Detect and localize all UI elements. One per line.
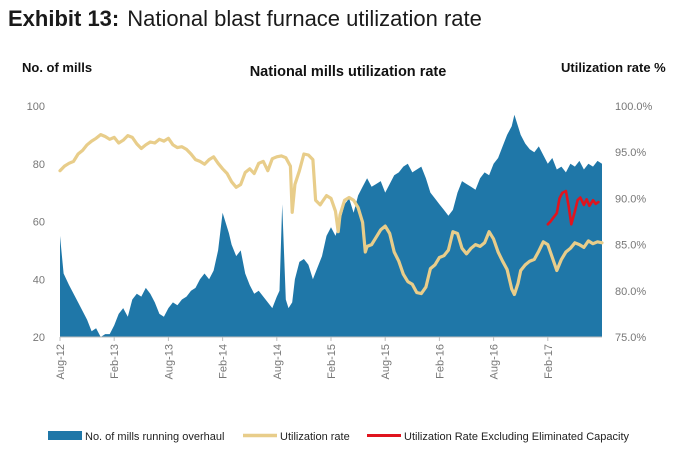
left-tick-label: 80 (33, 159, 45, 171)
left-tick-label: 100 (27, 101, 45, 113)
left-tick-label: 20 (33, 332, 45, 344)
right-tick-label: 80.0% (615, 286, 646, 298)
exhibit-number: Exhibit 13: (8, 6, 120, 31)
right-tick-label: 75.0% (615, 332, 646, 344)
left-axis: 100 80 60 40 20 (27, 101, 45, 344)
x-axis: Aug-12 Feb-13 Aug-13 Feb-14 Aug-14 Feb-15 Aug-… (55, 336, 602, 379)
x-tick-label: Feb-14 (218, 344, 230, 379)
legend-label-excluding: Utilization Rate Excluding Eliminated Ca… (404, 431, 629, 443)
right-axis: 100.0% 95.0% 90.0% 85.0% 80.0% 75.0% (615, 101, 653, 344)
chart-title: National mills utilization rate (250, 64, 447, 80)
legend-label-mills: No. of mills running overhaul (85, 431, 224, 443)
right-axis-title: Utilization rate % (561, 60, 666, 75)
x-tick-label: Aug-12 (55, 344, 67, 379)
legend-swatch-mills (48, 431, 82, 440)
exhibit-heading: National blast furnace utilization rate (127, 6, 482, 31)
legend-label-utilization: Utilization rate (280, 431, 350, 443)
right-tick-label: 100.0% (615, 101, 653, 113)
x-tick-label: Feb-15 (326, 344, 338, 379)
left-tick-label: 60 (33, 217, 45, 229)
series-line-utilization-excluding (546, 189, 600, 226)
x-tick-label: Aug-14 (272, 344, 284, 379)
x-tick-label: Aug-15 (380, 344, 392, 379)
series-area-mills-overhaul (60, 114, 602, 337)
right-tick-label: 95.0% (615, 147, 646, 159)
x-tick-label: Feb-13 (109, 344, 121, 379)
left-tick-label: 40 (33, 274, 45, 286)
right-tick-label: 90.0% (615, 193, 646, 205)
legend: No. of mills running overhaul Utilizatio… (48, 431, 629, 443)
x-tick-label: Feb-17 (543, 344, 555, 379)
x-tick-label: Aug-16 (489, 344, 501, 379)
left-axis-title: No. of mills (22, 60, 92, 75)
x-tick-label: Aug-13 (163, 344, 175, 379)
exhibit-title: Exhibit 13: National blast furnace utiliz… (8, 6, 482, 32)
x-tick-label: Feb-16 (434, 344, 446, 379)
plot-area (58, 114, 604, 337)
right-tick-label: 85.0% (615, 240, 646, 252)
series-line-utilization-rate (58, 133, 604, 297)
